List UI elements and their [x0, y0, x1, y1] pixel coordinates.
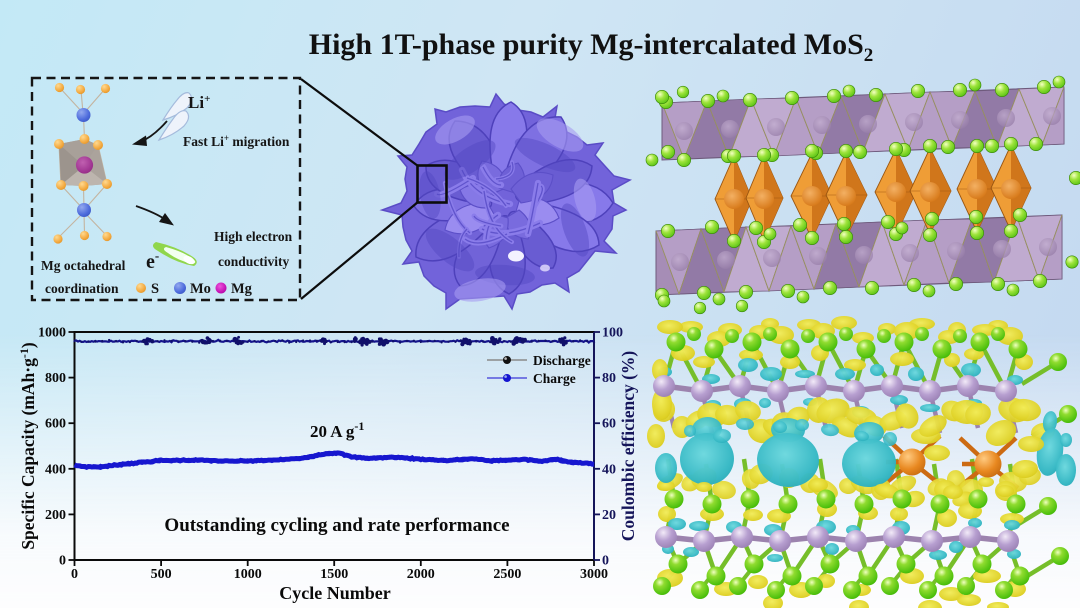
svg-text:60: 60	[602, 417, 616, 432]
svg-text:1000: 1000	[38, 326, 66, 341]
svg-text:100: 100	[602, 326, 623, 341]
svg-text:Discharge: Discharge	[533, 353, 591, 368]
svg-text:Fast Li+ migration: Fast Li+ migration	[183, 133, 290, 149]
svg-text:Charge: Charge	[533, 371, 576, 386]
svg-text:conductivity: conductivity	[218, 254, 290, 269]
svg-text:40: 40	[602, 462, 616, 477]
svg-text:Cycle Number: Cycle Number	[279, 583, 390, 603]
svg-text:High electron: High electron	[214, 229, 293, 244]
svg-text:Mg: Mg	[231, 281, 253, 297]
svg-text:200: 200	[45, 508, 66, 523]
svg-text:20: 20	[602, 508, 616, 523]
svg-text:3000: 3000	[580, 567, 608, 582]
svg-text:2500: 2500	[493, 567, 521, 582]
svg-text:Li+: Li+	[188, 93, 210, 112]
svg-text:1000: 1000	[234, 567, 262, 582]
svg-text:500: 500	[151, 567, 172, 582]
svg-text:0: 0	[602, 554, 609, 569]
svg-text:Mo: Mo	[190, 281, 211, 297]
svg-text:600: 600	[45, 417, 66, 432]
svg-text:800: 800	[45, 371, 66, 386]
svg-text:coordination: coordination	[45, 281, 119, 296]
svg-text:0: 0	[59, 554, 66, 569]
svg-text:80: 80	[602, 371, 616, 386]
svg-text:e-: e-	[146, 248, 159, 273]
svg-text:400: 400	[45, 462, 66, 477]
svg-text:Coulombic efficiency (%): Coulombic efficiency (%)	[618, 351, 638, 542]
svg-text:Mg octahedral: Mg octahedral	[41, 258, 126, 273]
svg-text:0: 0	[71, 567, 78, 582]
svg-text:20 A g-1: 20 A g-1	[310, 419, 364, 441]
svg-text:2000: 2000	[407, 567, 435, 582]
svg-text:Specific Capacity (mAh·g-1): Specific Capacity (mAh·g-1)	[17, 342, 38, 550]
svg-text:S: S	[151, 281, 159, 297]
svg-text:1500: 1500	[320, 567, 348, 582]
svg-text:Outstanding cycling and rate p: Outstanding cycling and rate performance	[164, 515, 509, 536]
